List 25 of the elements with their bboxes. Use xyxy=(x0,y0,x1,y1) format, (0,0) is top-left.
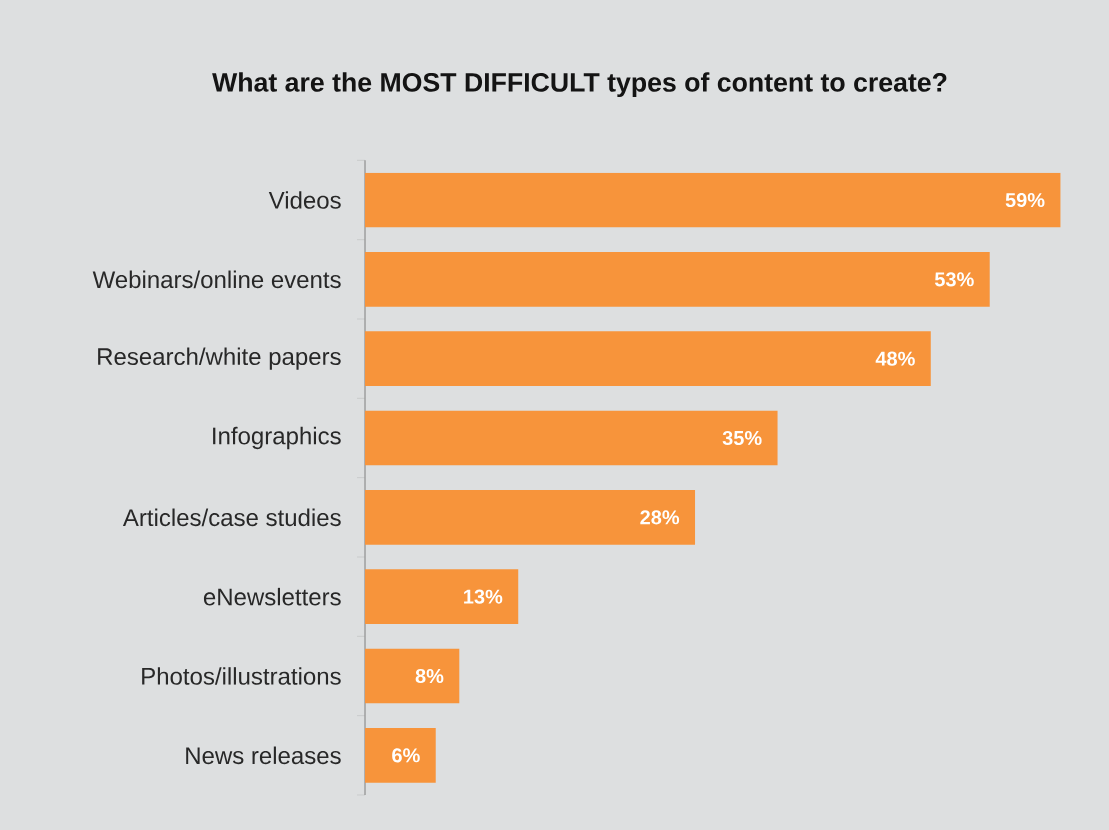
bar xyxy=(365,410,778,466)
y-tick-label: Research/white papers xyxy=(98,347,341,370)
y-tick-label: News releases xyxy=(186,746,341,765)
data-label: 8% xyxy=(415,668,444,684)
y-tick-label: Videos xyxy=(268,191,341,209)
bar xyxy=(365,569,519,624)
bar xyxy=(365,252,990,307)
bar xyxy=(365,727,436,783)
bar xyxy=(365,331,931,387)
chart-title: What are the MOST DIFFICULT types of content to create? xyxy=(212,72,947,98)
data-label: 6% xyxy=(392,748,420,763)
data-label: 53% xyxy=(934,272,974,287)
y-tick-label: Infographics xyxy=(213,426,341,450)
bar xyxy=(365,172,1061,228)
data-label: 13% xyxy=(464,589,503,604)
data-label: 59% xyxy=(1005,192,1045,208)
data-label: 28% xyxy=(640,510,680,525)
data-label: 48% xyxy=(875,351,915,366)
y-tick-label: Webinars/online events xyxy=(92,270,341,289)
bar xyxy=(365,490,696,545)
bar xyxy=(365,648,460,704)
data-label: 35% xyxy=(722,430,762,446)
y-tick-label: eNewsletters xyxy=(203,587,341,606)
y-tick-label: Articles/case studies xyxy=(122,508,341,527)
y-tick-label: Photos/illustrations xyxy=(142,667,341,685)
